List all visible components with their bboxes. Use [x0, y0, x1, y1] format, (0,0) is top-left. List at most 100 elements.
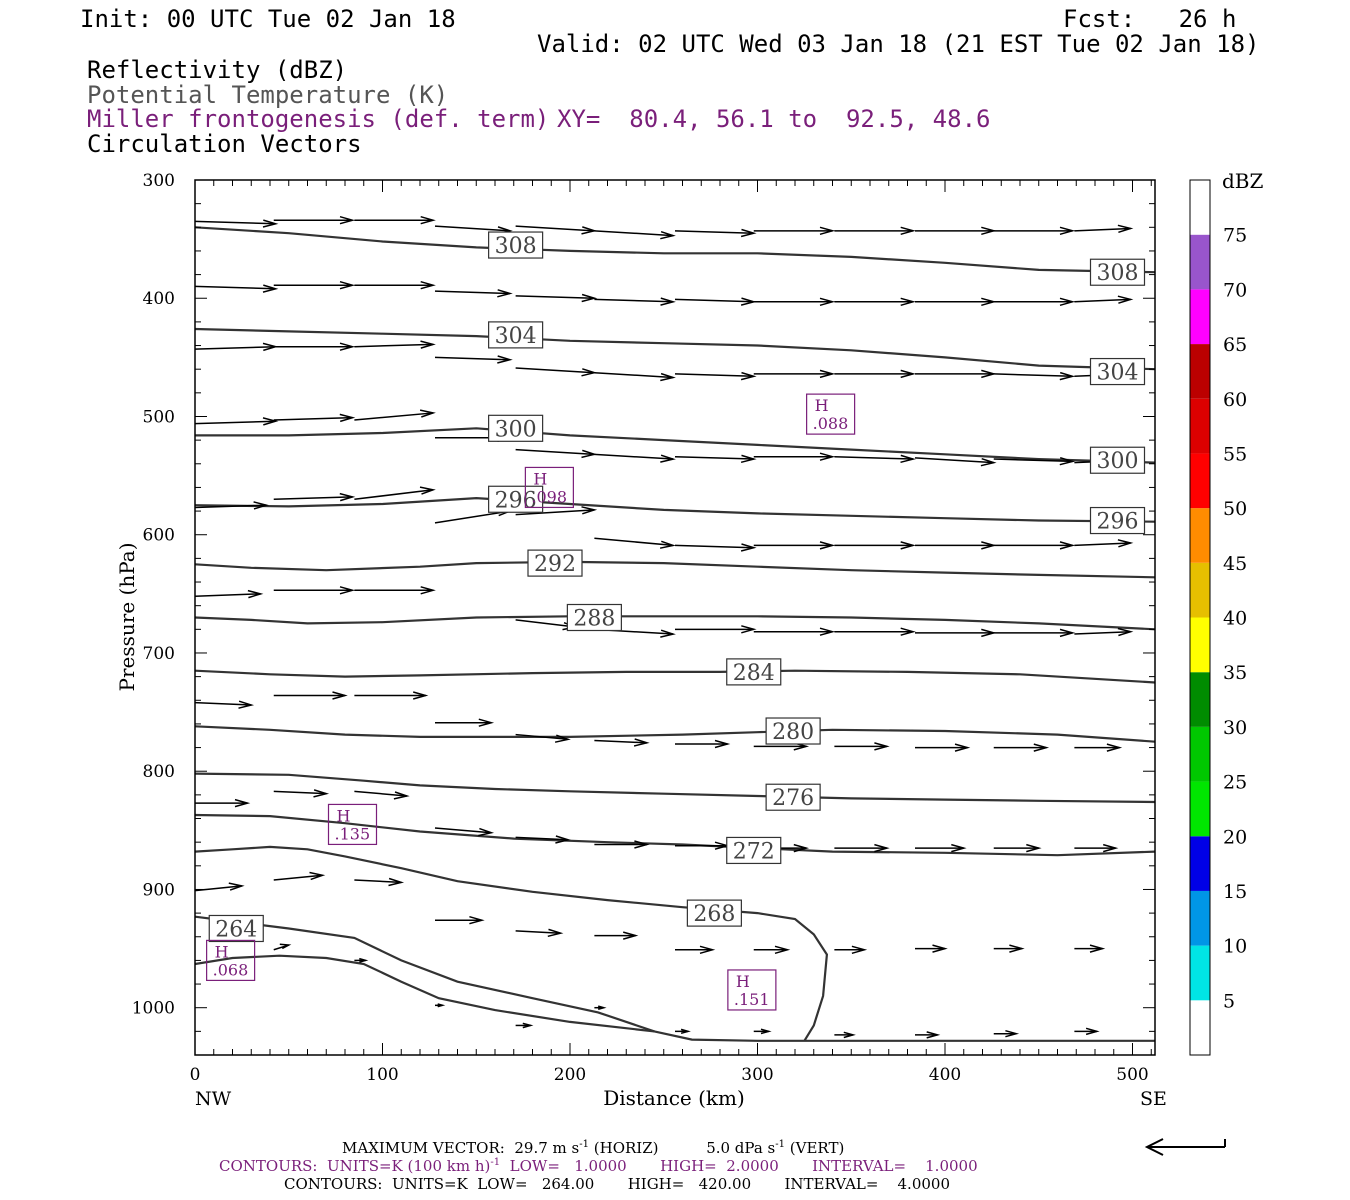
circulation-vector	[273, 943, 292, 951]
circulation-vector	[195, 501, 270, 510]
y-tick-label: 1000	[132, 999, 175, 1019]
svg-text:264: 264	[215, 917, 257, 942]
contour-label-268: 268	[686, 899, 742, 927]
circulation-vector	[753, 297, 836, 307]
circulation-vector	[594, 537, 676, 549]
colorbar-swatch	[1190, 398, 1210, 454]
y-tick-label: 400	[143, 289, 175, 309]
circulation-vector	[834, 843, 890, 853]
circulation-vector	[354, 957, 369, 963]
circulation-vector	[993, 226, 1076, 236]
colorbar-swatch	[1190, 781, 1210, 837]
contour-label-276: 276	[765, 783, 821, 811]
colorbar-tick-label: 35	[1223, 662, 1247, 684]
colorbar-swatch	[1190, 945, 1210, 1001]
circulation-vector	[195, 700, 255, 709]
frontogenesis-high: H.088	[806, 393, 856, 435]
theta-contour-292	[195, 560, 1155, 579]
circulation-vector	[594, 840, 650, 849]
contour-label-296: 296	[1089, 506, 1146, 535]
frontogenesis-high: H.068	[206, 939, 256, 982]
circulation-vector	[594, 453, 676, 463]
circulation-vector	[834, 945, 868, 955]
circulation-vector	[354, 877, 405, 887]
svg-text:.098: .098	[531, 487, 567, 506]
circulation-vector	[594, 371, 676, 382]
colorbar-tick-label: 30	[1223, 717, 1247, 739]
circulation-vector	[434, 289, 513, 298]
circulation-vector	[753, 226, 836, 236]
theta-contour-300	[195, 427, 1155, 464]
circulation-vector	[993, 743, 1050, 752]
circulation-vector	[1074, 627, 1134, 637]
contour-label-308: 308	[1089, 258, 1146, 286]
y-tick-label: 800	[143, 762, 175, 782]
circulation-vector	[594, 297, 676, 306]
y-tick-label: 300	[143, 171, 175, 191]
plot-frame	[194, 179, 1156, 1056]
circulation-vector	[915, 843, 967, 853]
frontogenesis-high: H.135	[327, 803, 378, 846]
field-reflectivity: Reflectivity (dBZ)	[87, 56, 348, 84]
colorbar-swatch	[1190, 234, 1210, 290]
init-time: Init: 00 UTC Tue 02 Jan 18	[80, 5, 456, 33]
svg-text:H: H	[337, 806, 351, 825]
colorbar-swatch	[1190, 836, 1210, 891]
circulation-vector	[195, 589, 264, 599]
colorbar-swatch	[1190, 562, 1210, 618]
circulation-vector	[834, 627, 916, 636]
max-vector-vert: 5.0 dPa s	[706, 1139, 776, 1157]
contour-label-288: 288	[566, 603, 622, 632]
circulation-vector	[515, 835, 571, 844]
circulation-vector	[675, 739, 731, 749]
circulation-vector	[753, 369, 836, 379]
svg-text:288: 288	[573, 607, 615, 632]
circulation-vector	[914, 457, 997, 467]
circulation-vector	[354, 790, 410, 800]
circulation-vector	[354, 340, 436, 349]
y-axis-title: Pressure (hPa)	[115, 543, 139, 692]
svg-text:276: 276	[772, 786, 814, 811]
circulation-vector	[273, 342, 356, 351]
circulation-vector	[435, 915, 485, 925]
colorbar-tick-label: 45	[1223, 553, 1247, 575]
colorbar-tick-label: 55	[1223, 443, 1247, 465]
contour-label-284: 284	[726, 658, 782, 686]
y-tick-label: 900	[143, 880, 175, 900]
circulation-vector	[753, 945, 791, 955]
svg-text:.068: .068	[213, 960, 249, 979]
y-tick-label: 600	[143, 526, 175, 546]
contour-label-264: 264	[208, 914, 264, 942]
circulation-vector	[594, 230, 676, 240]
x-tick-label: 300	[741, 1065, 773, 1085]
colorbar-tick-label: 65	[1223, 334, 1247, 356]
x-right-direction: SE	[1140, 1088, 1167, 1110]
circulation-vector	[834, 297, 916, 307]
circulation-vector	[273, 492, 356, 502]
circulation-vector	[993, 1029, 1020, 1038]
circulation-vector	[273, 215, 356, 225]
colorbar-swatch	[1190, 890, 1210, 946]
circulation-vector	[1074, 224, 1134, 234]
circulation-vector	[273, 280, 356, 290]
circulation-vector	[675, 625, 757, 634]
circulation-vector	[753, 627, 836, 636]
circulation-vector	[273, 691, 348, 700]
x-tick-label: 500	[1116, 1065, 1148, 1085]
circulation-vector	[834, 541, 916, 550]
max-vector-horiz-label: (HORIZ)	[593, 1139, 659, 1157]
svg-text:284: 284	[733, 661, 775, 686]
circulation-vector	[675, 1028, 691, 1035]
svg-text:280: 280	[772, 720, 814, 745]
circulation-vector	[515, 506, 598, 516]
reference-vector-arrow	[1144, 1138, 1226, 1156]
colorbar-tick-label: 20	[1223, 826, 1247, 848]
field-frontogenesis: Miller frontogenesis (def. term)	[87, 105, 550, 133]
colorbar-tick-label: 75	[1223, 225, 1247, 247]
colorbar-swatch	[1190, 1000, 1210, 1055]
x-left-direction: NW	[195, 1088, 232, 1110]
theta-contour-276	[195, 772, 1155, 804]
frontogenesis-high: H.151	[727, 969, 777, 1011]
colorbar-unit: dBZ	[1222, 169, 1264, 193]
field-potential-temperature: Potential Temperature (K)	[87, 81, 449, 109]
